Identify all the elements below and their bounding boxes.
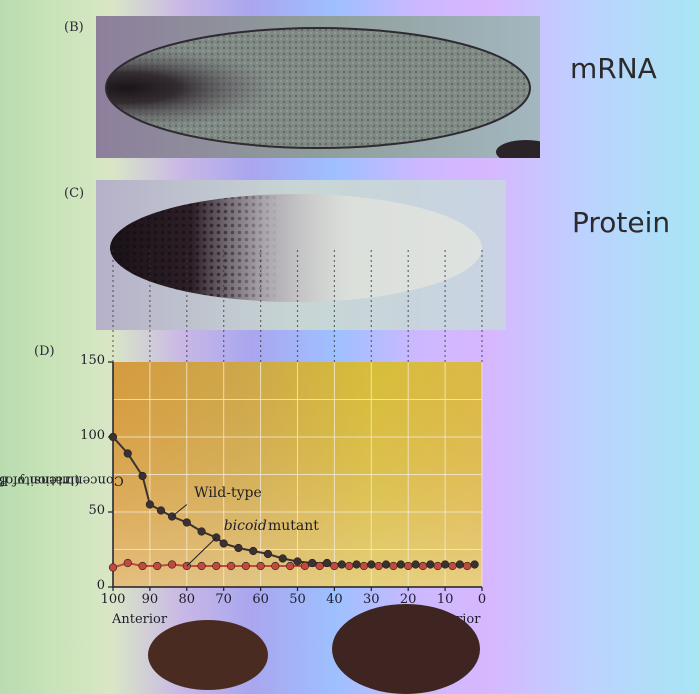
data-point: [315, 561, 324, 571]
data-point: [182, 518, 191, 527]
data-point: [345, 561, 354, 571]
data-point: [433, 561, 442, 571]
x-tick-label: 100: [100, 592, 126, 607]
x-tick-label: 50: [289, 592, 306, 607]
data-point: [241, 561, 250, 571]
data-point: [426, 560, 435, 569]
data-point: [293, 557, 302, 566]
annotation-leader: [186, 537, 217, 567]
data-point: [249, 546, 258, 556]
x-tick-label: 10: [436, 592, 454, 607]
y-tick-label: 0: [96, 578, 105, 593]
audience-head-left: [148, 620, 268, 690]
data-point: [167, 560, 177, 569]
data-point: [271, 561, 280, 571]
data-point: [352, 560, 361, 569]
data-point: [108, 432, 118, 442]
x-tick-label: 30: [363, 592, 380, 607]
data-point: [441, 560, 450, 569]
data-point: [337, 560, 346, 569]
panel-label-b: (B): [64, 20, 84, 35]
data-point: [138, 471, 147, 481]
data-point: [256, 561, 265, 571]
data-point: [367, 560, 376, 569]
data-point: [300, 561, 309, 571]
data-point: [197, 561, 206, 571]
x-tick-label: 0: [477, 592, 487, 607]
x-tick-label: 70: [215, 592, 232, 607]
bicoid-concentration-chart: Wild-type bicoid mutant: [108, 250, 483, 591]
x-tick-label: 40: [326, 592, 343, 607]
mutant-label: mutant: [268, 518, 319, 534]
data-point: [278, 554, 287, 563]
data-point: [156, 506, 166, 515]
data-point: [404, 561, 413, 571]
data-point: [330, 561, 339, 571]
wild-type-label: Wild-type: [194, 485, 262, 501]
data-point: [123, 449, 132, 458]
data-point: [219, 539, 228, 548]
data-point: [108, 563, 118, 572]
y-tick-label: 150: [80, 353, 105, 368]
data-point: [448, 561, 457, 571]
data-point: [308, 558, 317, 568]
dashed-guides: [112, 250, 483, 362]
panel-label-c: (C): [64, 186, 85, 201]
data-point: [145, 500, 154, 509]
bicoid-label: bicoid: [224, 518, 267, 534]
data-point: [470, 560, 479, 569]
x-end-label-left: Anterior: [112, 612, 168, 627]
data-point: [418, 561, 428, 571]
x-tick-label: 90: [141, 592, 159, 607]
data-point: [455, 560, 464, 569]
mrna-embryo-image: [96, 16, 540, 158]
data-point: [396, 560, 405, 569]
y-tick-label: 50: [88, 503, 105, 518]
data-point: [123, 558, 132, 568]
protein-embryo-image: [96, 180, 506, 330]
y-axis-label-sub: (intensity of stain): [0, 472, 80, 488]
data-point: [359, 561, 369, 571]
data-point: [411, 560, 420, 569]
data-point: [226, 561, 236, 571]
data-point: [138, 561, 147, 571]
annotations: Wild-type bicoid mutant: [171, 485, 319, 567]
data-point: [389, 561, 398, 571]
annotation-leader: [171, 504, 188, 517]
y-tick-label: 100: [80, 428, 105, 443]
data-point: [212, 561, 221, 571]
data-point: [197, 527, 206, 536]
series-points: [108, 432, 479, 572]
axes: [108, 361, 483, 591]
data-point: [286, 561, 295, 571]
data-point: [463, 561, 472, 571]
panel-label-d: (D): [34, 344, 55, 359]
x-tick-label: 80: [178, 592, 196, 607]
protein-label: Protein: [572, 206, 671, 239]
data-point: [234, 543, 243, 553]
data-point: [263, 549, 273, 559]
audience-head-right: [332, 604, 480, 694]
data-point: [153, 561, 162, 571]
mrna-label: mRNA: [570, 52, 657, 85]
x-tick-label: 20: [399, 592, 417, 607]
data-point: [322, 558, 332, 568]
data-point: [374, 561, 383, 571]
x-tick-label: 60: [252, 592, 269, 607]
y-axis-label: Concentration of Bicoid protein (intensi…: [0, 360, 123, 600]
data-point: [381, 560, 391, 569]
